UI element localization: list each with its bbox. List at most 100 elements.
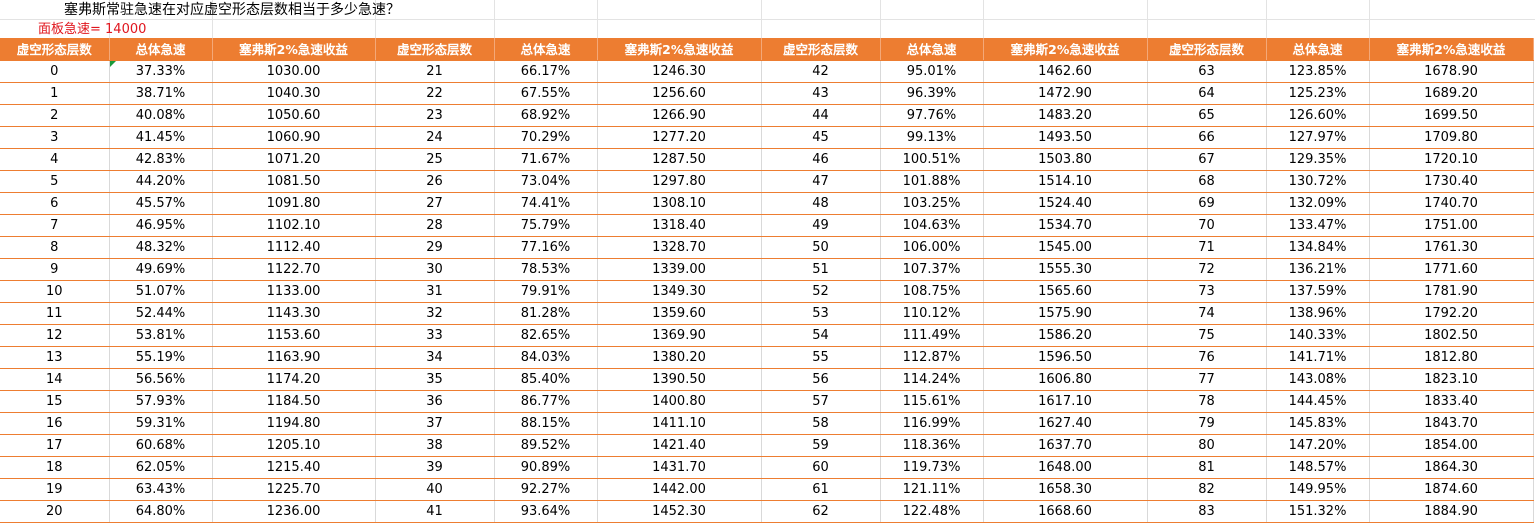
table-cell[interactable]: 1709.80 [1369, 126, 1534, 149]
table-cell[interactable]: 103.25% [880, 192, 984, 215]
sheet-title[interactable]: 塞弗斯常驻急速在对应虚空形态层数相当于多少急速？ [64, 2, 400, 18]
table-cell[interactable]: 40.08% [109, 104, 213, 127]
table-cell[interactable]: 84.03% [494, 346, 598, 369]
table-cell[interactable]: 1153.60 [212, 324, 376, 347]
table-cell[interactable]: 45 [760, 126, 881, 149]
table-cell[interactable]: 1854.00 [1369, 434, 1534, 457]
table-cell[interactable]: 116.99% [880, 412, 984, 435]
table-cell[interactable]: 137.59% [1266, 280, 1370, 303]
table-cell[interactable]: 47 [760, 170, 881, 193]
table-cell[interactable]: 68.92% [494, 104, 598, 127]
table-cell[interactable]: 122.48% [880, 500, 984, 523]
table-cell[interactable]: 1472.90 [983, 82, 1148, 105]
table-cell[interactable]: 42.83% [109, 148, 213, 171]
table-cell[interactable]: 121.11% [880, 478, 984, 501]
table-cell[interactable]: 1030.00 [212, 60, 376, 83]
table-cell[interactable]: 1586.20 [983, 324, 1148, 347]
table-cell[interactable]: 31 [374, 280, 495, 303]
table-cell[interactable]: 89.52% [494, 434, 598, 457]
table-cell[interactable]: 74 [1146, 302, 1267, 325]
table-cell[interactable]: 65 [1146, 104, 1267, 127]
table-cell[interactable]: 138.96% [1266, 302, 1370, 325]
table-cell[interactable]: 1369.90 [597, 324, 762, 347]
table-cell[interactable]: 75.79% [494, 214, 598, 237]
table-cell[interactable]: 73.04% [494, 170, 598, 193]
table-cell[interactable]: 1575.90 [983, 302, 1148, 325]
table-cell[interactable]: 48 [760, 192, 881, 215]
table-cell[interactable]: 82 [1146, 478, 1267, 501]
column-header[interactable]: 塞弗斯2%急速收益 [983, 38, 1148, 61]
table-cell[interactable]: 70.29% [494, 126, 598, 149]
table-cell[interactable]: 41.45% [109, 126, 213, 149]
table-cell[interactable]: 1184.50 [212, 390, 376, 413]
table-cell[interactable]: 57.93% [109, 390, 213, 413]
table-cell[interactable]: 1091.80 [212, 192, 376, 215]
table-cell[interactable]: 66 [1146, 126, 1267, 149]
table-cell[interactable]: 50 [760, 236, 881, 259]
table-cell[interactable]: 9 [0, 258, 110, 281]
table-cell[interactable]: 145.83% [1266, 412, 1370, 435]
table-cell[interactable]: 1555.30 [983, 258, 1148, 281]
table-cell[interactable]: 59.31% [109, 412, 213, 435]
table-cell[interactable]: 1236.00 [212, 500, 376, 523]
table-cell[interactable]: 68 [1146, 170, 1267, 193]
table-cell[interactable]: 56.56% [109, 368, 213, 391]
table-cell[interactable]: 60 [760, 456, 881, 479]
table-cell[interactable]: 1287.50 [597, 148, 762, 171]
table-cell[interactable]: 151.32% [1266, 500, 1370, 523]
table-cell[interactable]: 1205.10 [212, 434, 376, 457]
table-cell[interactable]: 147.20% [1266, 434, 1370, 457]
table-cell[interactable]: 1462.60 [983, 60, 1148, 83]
table-cell[interactable]: 1390.50 [597, 368, 762, 391]
table-cell[interactable]: 32 [374, 302, 495, 325]
table-cell[interactable]: 1256.60 [597, 82, 762, 105]
table-cell[interactable]: 79.91% [494, 280, 598, 303]
table-cell[interactable]: 52.44% [109, 302, 213, 325]
table-cell[interactable]: 51 [760, 258, 881, 281]
table-cell[interactable]: 1627.40 [983, 412, 1148, 435]
table-cell[interactable]: 111.49% [880, 324, 984, 347]
table-cell[interactable]: 78 [1146, 390, 1267, 413]
table-cell[interactable]: 10 [0, 280, 110, 303]
table-cell[interactable]: 3 [0, 126, 110, 149]
table-cell[interactable]: 1318.40 [597, 214, 762, 237]
table-cell[interactable]: 44.20% [109, 170, 213, 193]
column-header[interactable]: 虚空形态层数 [760, 38, 881, 61]
table-cell[interactable]: 59 [760, 434, 881, 457]
table-cell[interactable]: 1133.00 [212, 280, 376, 303]
table-cell[interactable]: 119.73% [880, 456, 984, 479]
table-cell[interactable]: 57 [760, 390, 881, 413]
table-cell[interactable]: 60.68% [109, 434, 213, 457]
column-header[interactable]: 虚空形态层数 [0, 38, 110, 61]
table-cell[interactable]: 1143.30 [212, 302, 376, 325]
table-cell[interactable]: 72 [1146, 258, 1267, 281]
table-cell[interactable]: 96.39% [880, 82, 984, 105]
table-cell[interactable]: 18 [0, 456, 110, 479]
table-cell[interactable]: 71 [1146, 236, 1267, 259]
table-cell[interactable]: 1174.20 [212, 368, 376, 391]
table-cell[interactable]: 1071.20 [212, 148, 376, 171]
table-cell[interactable]: 36 [374, 390, 495, 413]
table-cell[interactable]: 42 [760, 60, 881, 83]
table-cell[interactable]: 1699.50 [1369, 104, 1534, 127]
table-cell[interactable]: 1060.90 [212, 126, 376, 149]
table-cell[interactable]: 53.81% [109, 324, 213, 347]
table-cell[interactable]: 82.65% [494, 324, 598, 347]
table-cell[interactable]: 1802.50 [1369, 324, 1534, 347]
table-cell[interactable]: 16 [0, 412, 110, 435]
table-cell[interactable]: 49.69% [109, 258, 213, 281]
table-cell[interactable]: 1493.50 [983, 126, 1148, 149]
table-cell[interactable]: 1524.40 [983, 192, 1148, 215]
table-cell[interactable]: 81.28% [494, 302, 598, 325]
table-cell[interactable]: 85.40% [494, 368, 598, 391]
column-header[interactable]: 总体急速 [1266, 38, 1370, 61]
table-cell[interactable]: 1 [0, 82, 110, 105]
table-cell[interactable]: 80 [1146, 434, 1267, 457]
table-cell[interactable]: 0 [0, 60, 110, 83]
table-cell[interactable]: 53 [760, 302, 881, 325]
table-cell[interactable]: 1411.10 [597, 412, 762, 435]
table-cell[interactable]: 39 [374, 456, 495, 479]
table-cell[interactable]: 136.21% [1266, 258, 1370, 281]
table-cell[interactable]: 61 [760, 478, 881, 501]
table-cell[interactable]: 71.67% [494, 148, 598, 171]
